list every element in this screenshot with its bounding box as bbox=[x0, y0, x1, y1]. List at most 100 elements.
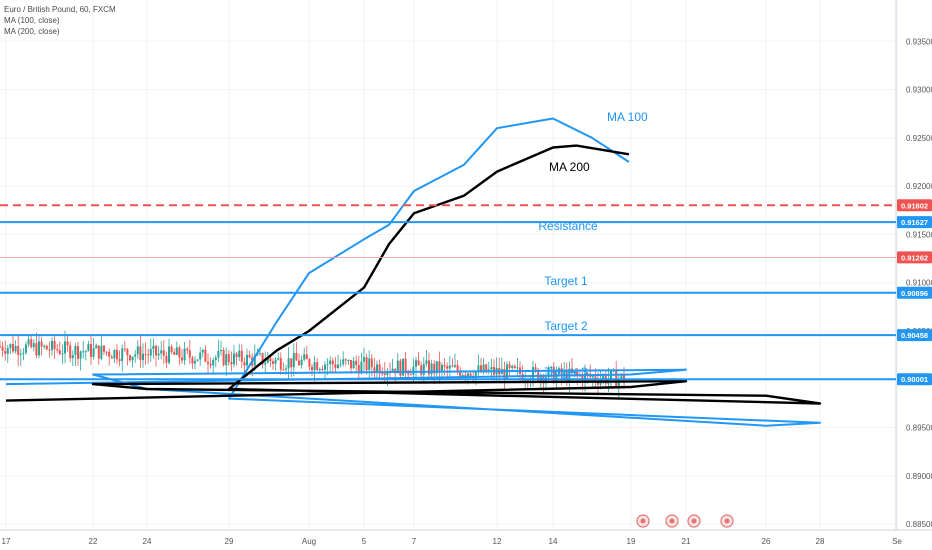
candle-body-114 bbox=[295, 352, 298, 361]
event-marker-dot-1 bbox=[669, 518, 675, 524]
candle-body-12 bbox=[30, 339, 33, 347]
candle-body-105 bbox=[272, 361, 274, 364]
candle-body-108 bbox=[279, 357, 282, 370]
candle-body-23 bbox=[58, 350, 61, 354]
last-price-badge-bg[interactable] bbox=[897, 251, 932, 264]
ma200-annotation: MA 200 bbox=[549, 160, 590, 174]
candle-body-141 bbox=[365, 357, 368, 371]
event-marker-dot-0 bbox=[640, 518, 646, 524]
candle-body-163 bbox=[422, 363, 425, 375]
candle-body-185 bbox=[480, 365, 482, 372]
candle-body-64 bbox=[165, 355, 168, 363]
candle-body-20 bbox=[51, 340, 53, 351]
candle-body-183 bbox=[474, 370, 477, 379]
candle-body-194 bbox=[503, 368, 506, 380]
candle-body-126 bbox=[326, 364, 329, 366]
x-tick-label-12: 28 bbox=[816, 537, 825, 546]
candle-body-133 bbox=[344, 359, 347, 361]
candle-body-42 bbox=[108, 351, 111, 357]
event-marker-dot-2 bbox=[691, 518, 697, 524]
candle-body-96 bbox=[248, 354, 251, 358]
candle-body-79 bbox=[204, 349, 207, 362]
candle-body-146 bbox=[378, 364, 381, 374]
candle-body-40 bbox=[103, 345, 105, 352]
candle-body-145 bbox=[376, 364, 378, 372]
candle-body-11 bbox=[27, 339, 30, 345]
candle-body-63 bbox=[162, 350, 165, 356]
candle-body-49 bbox=[126, 348, 129, 356]
candle-body-217 bbox=[563, 371, 566, 376]
candle-body-173 bbox=[448, 365, 451, 369]
candle-body-162 bbox=[420, 365, 423, 375]
candle-body-222 bbox=[576, 371, 579, 376]
candle-body-94 bbox=[243, 361, 246, 366]
candle-body-154 bbox=[399, 360, 402, 376]
candle-body-202 bbox=[524, 380, 527, 382]
candle-body-26 bbox=[66, 341, 69, 346]
candle-body-112 bbox=[290, 358, 293, 368]
candle-body-167 bbox=[433, 363, 436, 374]
candle-body-29 bbox=[74, 345, 77, 355]
candle-body-123 bbox=[318, 369, 321, 371]
x-tick-label-10: 21 bbox=[682, 537, 691, 546]
candle-body-116 bbox=[300, 359, 303, 366]
candle-body-10 bbox=[25, 344, 27, 353]
candle-body-122 bbox=[316, 362, 319, 370]
candle-body-144 bbox=[373, 367, 376, 372]
candle-body-104 bbox=[269, 358, 272, 362]
candle-body-76 bbox=[196, 359, 199, 361]
candle-body-143 bbox=[370, 358, 373, 368]
price-badge-4-text: 0.90001 bbox=[901, 375, 928, 384]
candle-body-166 bbox=[430, 363, 433, 375]
candle-body-102 bbox=[264, 362, 267, 365]
candle-body-41 bbox=[105, 351, 108, 353]
candle-body-90 bbox=[233, 353, 235, 365]
candle-body-174 bbox=[451, 365, 454, 367]
candle-body-98 bbox=[253, 355, 256, 366]
candle-body-216 bbox=[560, 368, 563, 376]
candle-body-120 bbox=[311, 366, 313, 371]
candle-body-62 bbox=[160, 350, 163, 354]
candle-body-171 bbox=[443, 364, 446, 366]
y-tick-label-10: 0.88500 bbox=[906, 520, 932, 529]
candle-body-129 bbox=[334, 364, 337, 369]
price-badge-4-bg[interactable] bbox=[897, 373, 932, 386]
candle-body-125 bbox=[324, 364, 326, 370]
candle-body-148 bbox=[383, 373, 386, 376]
candle-body-158 bbox=[409, 374, 412, 376]
candle-body-118 bbox=[305, 354, 308, 360]
candle-body-136 bbox=[352, 360, 355, 369]
level-label-3: Target 2 bbox=[544, 319, 588, 333]
candle-body-169 bbox=[438, 361, 441, 373]
candle-body-153 bbox=[396, 360, 399, 374]
candle-body-7 bbox=[17, 345, 20, 355]
candle-body-52 bbox=[134, 354, 137, 357]
candle-body-199 bbox=[516, 367, 519, 369]
candle-body-101 bbox=[261, 353, 264, 365]
candle-body-37 bbox=[95, 345, 98, 349]
candle-body-164 bbox=[425, 360, 428, 364]
x-tick-label-3: 29 bbox=[225, 537, 234, 546]
price-badge-2-bg[interactable] bbox=[897, 286, 932, 299]
candle-body-19 bbox=[48, 349, 51, 351]
price-badge-0-bg[interactable] bbox=[897, 199, 932, 212]
price-badge-3-bg[interactable] bbox=[897, 329, 932, 342]
plot-area[interactable] bbox=[0, 0, 896, 530]
candle-body-57 bbox=[147, 354, 150, 356]
chart-legend: Euro / British Pound, 60, FXCM MA (100, … bbox=[4, 4, 116, 37]
candle-body-180 bbox=[467, 373, 469, 377]
candle-body-80 bbox=[207, 361, 209, 364]
candle-body-160 bbox=[415, 360, 417, 367]
candle-body-6 bbox=[14, 345, 17, 352]
price-badge-0-text: 0.91802 bbox=[901, 201, 928, 210]
candle-body-127 bbox=[329, 360, 332, 365]
ma200-line bbox=[5, 144, 822, 405]
candle-body-211 bbox=[547, 368, 550, 378]
x-tick-label-5: 5 bbox=[362, 537, 367, 546]
level-label-2: Target 1 bbox=[544, 274, 588, 288]
x-tick-label-9: 19 bbox=[627, 537, 636, 546]
candle-body-27 bbox=[69, 345, 72, 359]
candle-body-128 bbox=[331, 360, 334, 365]
price-badge-1-bg[interactable] bbox=[897, 216, 932, 229]
